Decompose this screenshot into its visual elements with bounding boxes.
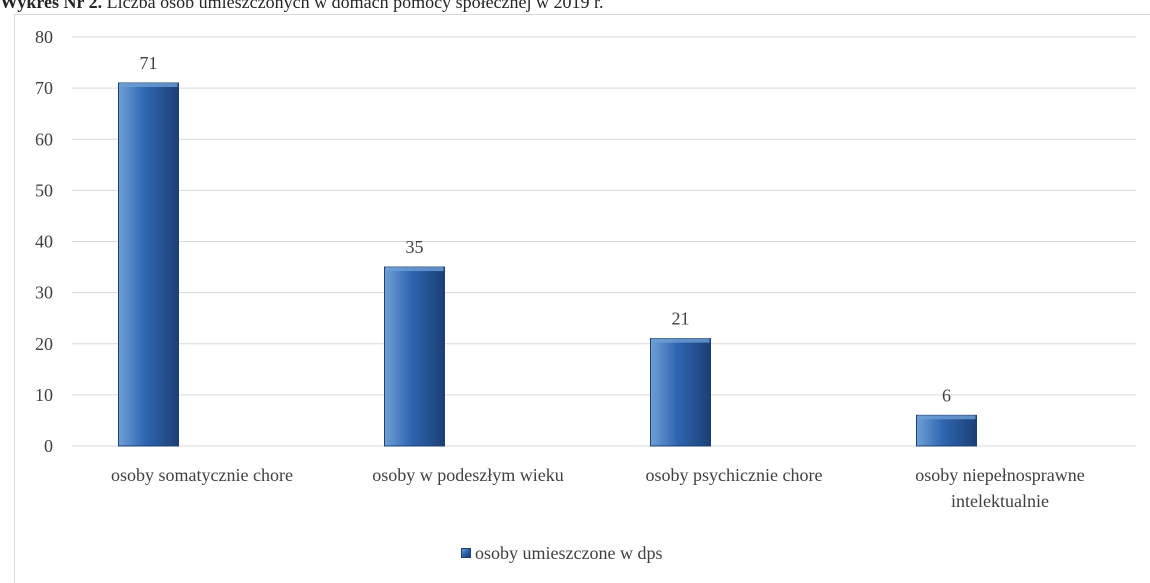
bar-2	[650, 338, 711, 447]
y-tick-label-1: 10	[35, 385, 53, 405]
bar-body-0	[118, 82, 179, 447]
bar-body-1	[384, 266, 445, 447]
legend-swatch	[461, 548, 471, 558]
x-category-label-0-0: osoby somatycznie chore	[111, 465, 293, 485]
data-label-1: 35	[406, 237, 424, 257]
x-category-label-3-0: osoby niepełnosprawne	[915, 465, 1084, 485]
y-tick-label-8: 80	[35, 27, 53, 47]
bar-0	[118, 82, 179, 447]
bar-top-0	[119, 83, 178, 88]
chart-caption: Wykres Nr 2. Liczba osób umieszczonych w…	[0, 0, 1150, 13]
y-axis: 0 10 20 30 40 50 60 70 80	[35, 27, 53, 456]
bar-3	[916, 414, 977, 447]
y-tick-label-6: 60	[35, 129, 53, 149]
caption-text: Liczba osób umieszczonych w domach pomoc…	[106, 0, 604, 12]
y-tick-label-3: 30	[35, 283, 53, 303]
y-tick-label-7: 70	[35, 78, 53, 98]
y-tick-label-5: 50	[35, 180, 53, 200]
data-label-0: 71	[140, 53, 158, 73]
data-labels: 71 35 21 6	[140, 53, 952, 405]
bar-top-3	[917, 415, 976, 420]
x-category-label-2-0: osoby psychicznie chore	[646, 465, 823, 485]
bar-body-3	[916, 414, 977, 447]
caption-lead: Wykres Nr 2.	[0, 0, 103, 12]
bar-body-2	[650, 338, 711, 447]
y-tick-label-0: 0	[44, 436, 53, 456]
chart-frame	[14, 14, 1150, 583]
data-label-3: 6	[942, 385, 951, 405]
legend-label: osoby umieszczone w dps	[475, 543, 663, 563]
y-tick-label-2: 20	[35, 334, 53, 354]
data-label-2: 21	[672, 309, 690, 329]
bar-top-1	[385, 267, 444, 272]
bar-top-2	[651, 338, 710, 343]
bars	[118, 82, 977, 447]
x-category-label-1-0: osoby w podeszłym wieku	[372, 465, 563, 485]
x-category-label-3-1: intelektualnie	[951, 491, 1049, 511]
gridlines	[72, 36, 1136, 447]
y-tick-label-4: 40	[35, 232, 53, 252]
x-axis: osoby somatycznie chore osoby w podeszłym…	[111, 465, 1085, 511]
legend: osoby umieszczone w dps	[461, 542, 662, 564]
bar-1	[384, 266, 445, 447]
